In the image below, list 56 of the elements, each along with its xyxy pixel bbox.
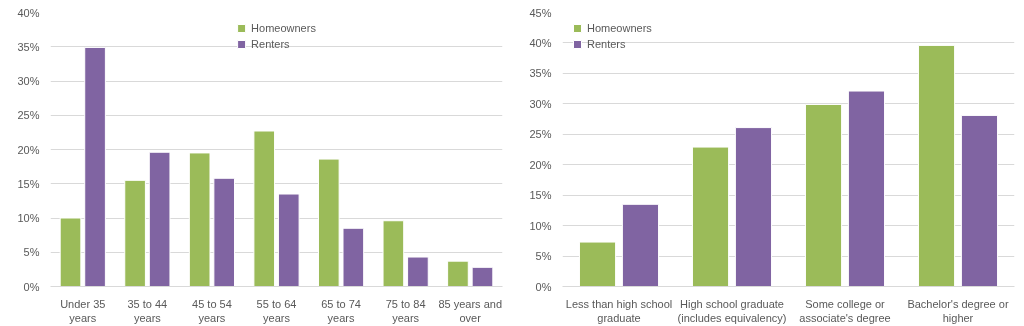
x-tick-label: Some college or associate's degree: [799, 297, 891, 324]
bar: [691, 146, 730, 287]
bar: [471, 266, 494, 287]
bar: [342, 227, 365, 287]
x-tick-label: Bachelor's degree or higher: [907, 297, 1009, 324]
legend-label: Renters: [587, 38, 626, 50]
bar: [84, 46, 106, 287]
y-tick-label: 5%: [535, 250, 552, 263]
y-tick-label: 15%: [17, 177, 40, 190]
y-tick-label: 30%: [529, 97, 552, 110]
y-tick-label: 35%: [17, 40, 40, 53]
bar: [447, 260, 469, 287]
y-tick-label: 10%: [17, 212, 40, 224]
y-tick-label: 20%: [529, 158, 552, 171]
legend-label: Homeowners: [587, 22, 652, 34]
y-tick-label: 25%: [17, 109, 40, 122]
bar: [253, 130, 276, 287]
x-tick-label: Less than high school graduate: [565, 297, 673, 324]
bar: [59, 217, 82, 287]
bar: [148, 151, 171, 287]
bar: [277, 193, 300, 287]
bar: [578, 241, 617, 287]
legend-label: Renters: [251, 38, 290, 50]
bar: [213, 177, 236, 287]
bar: [124, 179, 146, 287]
y-tick-label: 35%: [529, 67, 552, 80]
x-tick-label: 45 to 54 years: [192, 297, 232, 324]
y-tick-label: 40%: [529, 36, 552, 49]
bar: [317, 158, 340, 287]
legend-label: Homeowners: [251, 22, 316, 34]
bar: [960, 114, 999, 287]
y-tick-label: 25%: [529, 128, 552, 141]
bar: [382, 220, 405, 287]
y-tick-label: 0%: [23, 280, 40, 293]
bar: [188, 152, 211, 287]
bar: [621, 203, 660, 287]
y-tick-label: 10%: [529, 219, 552, 232]
bar: [917, 44, 956, 287]
y-tick-label: 5%: [23, 246, 40, 259]
y-tick-label: 30%: [17, 75, 40, 87]
x-tick-label: High school graduate (includes equivalency): [677, 297, 787, 324]
x-tick-label: 55 to 64 years: [256, 297, 297, 324]
x-tick-label: 85 years and over: [438, 297, 503, 324]
y-tick-label: 0%: [535, 280, 552, 293]
y-tick-label: 40%: [17, 6, 40, 19]
y-tick-label: 15%: [529, 189, 552, 202]
y-tick-label: 45%: [529, 6, 552, 19]
x-tick-label: 35 to 44 years: [127, 297, 168, 324]
x-tick-label: 65 to 74 years: [321, 297, 361, 324]
bar: [407, 256, 429, 287]
bar: [847, 90, 886, 287]
x-tick-label: 75 to 84 years: [385, 297, 426, 324]
x-tick-label: Under 35 years: [60, 297, 106, 324]
y-tick-label: 20%: [17, 143, 40, 156]
bar: [804, 103, 843, 287]
bar: [734, 127, 773, 287]
